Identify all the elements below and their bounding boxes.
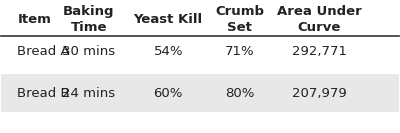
Text: Bread B: Bread B xyxy=(17,87,70,100)
Text: 30 mins: 30 mins xyxy=(62,45,115,58)
Text: Baking
Time: Baking Time xyxy=(63,5,114,34)
Bar xyxy=(1,74,399,112)
Text: 207,979: 207,979 xyxy=(292,87,346,100)
Text: Area Under
Curve: Area Under Curve xyxy=(277,5,362,34)
Text: Yeast Kill: Yeast Kill xyxy=(134,13,203,26)
Text: 71%: 71% xyxy=(225,45,254,58)
Text: 54%: 54% xyxy=(154,45,183,58)
Text: Item: Item xyxy=(17,13,51,26)
Text: 80%: 80% xyxy=(225,87,254,100)
Text: Bread A: Bread A xyxy=(17,45,70,58)
Text: Crumb
Set: Crumb Set xyxy=(215,5,264,34)
Text: 292,771: 292,771 xyxy=(292,45,347,58)
Text: 60%: 60% xyxy=(154,87,183,100)
Bar xyxy=(1,3,399,35)
Bar xyxy=(1,33,399,71)
Text: 24 mins: 24 mins xyxy=(62,87,115,100)
